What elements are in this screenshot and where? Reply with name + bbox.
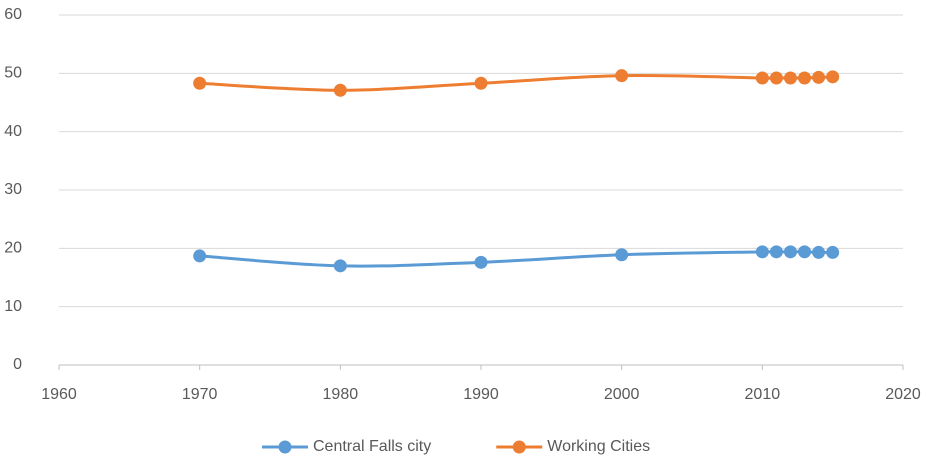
x-tick-label: 1990 — [463, 386, 499, 403]
x-tick-label: 1960 — [41, 386, 77, 403]
legend-label: Working Cities — [547, 438, 650, 455]
data-point — [615, 69, 629, 83]
data-point — [755, 245, 769, 259]
data-point — [333, 259, 347, 273]
data-point — [474, 255, 488, 269]
x-tick-label: 1980 — [323, 386, 359, 403]
data-point — [474, 76, 488, 90]
y-tick-label: 50 — [4, 65, 22, 82]
data-point — [826, 70, 840, 84]
y-tick-label: 60 — [4, 6, 22, 23]
data-point — [193, 76, 207, 90]
legend-marker — [512, 440, 526, 454]
data-point — [812, 70, 826, 84]
data-point — [783, 71, 797, 85]
data-point — [769, 71, 783, 85]
data-point — [783, 245, 797, 259]
data-point — [812, 245, 826, 259]
x-tick-label: 2010 — [745, 386, 781, 403]
x-tick-label: 2000 — [604, 386, 640, 403]
y-tick-label: 20 — [4, 240, 22, 257]
data-point — [755, 71, 769, 85]
y-tick-label: 0 — [13, 356, 22, 373]
legend-label: Central Falls city — [313, 438, 431, 455]
data-point — [615, 248, 629, 262]
y-tick-label: 10 — [4, 298, 22, 315]
data-point — [798, 245, 812, 259]
data-point — [193, 249, 207, 263]
y-tick-label: 40 — [4, 123, 22, 140]
series-line — [199, 250, 833, 268]
data-point — [769, 245, 783, 259]
data-point — [826, 245, 840, 259]
series-line — [199, 74, 833, 92]
x-tick-label: 1970 — [182, 386, 218, 403]
x-tick-label: 2020 — [885, 386, 921, 403]
data-point — [798, 71, 812, 85]
y-tick-label: 30 — [4, 181, 22, 198]
legend-marker — [278, 440, 292, 454]
data-point — [333, 83, 347, 97]
